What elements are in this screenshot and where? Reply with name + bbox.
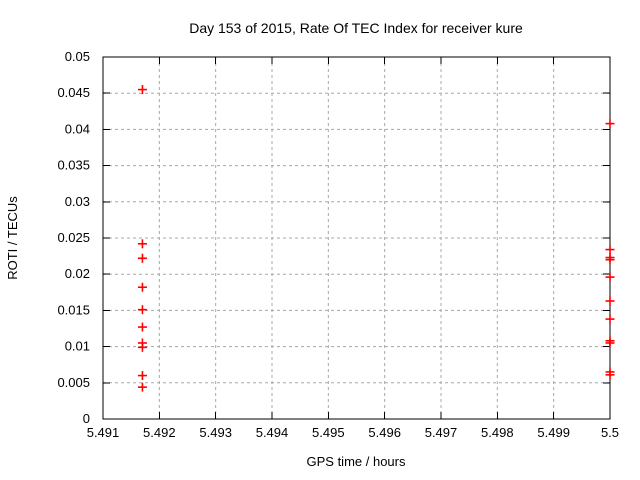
y-tick-label: 0.03 [65,194,90,209]
y-tick-label: 0.035 [57,158,90,173]
y-tick-label: 0.04 [65,121,90,136]
y-tick-label: 0.045 [57,85,90,100]
y-tick-label: 0.05 [65,49,90,64]
y-tick-label: 0.015 [57,302,90,317]
y-axis-label: ROTI / TECUs [5,196,20,280]
y-tick-label: 0.01 [65,339,90,354]
y-tick-label: 0.025 [57,230,90,245]
x-tick-label: 5.498 [481,425,514,440]
x-tick-label: 5.495 [312,425,345,440]
y-tick-label: 0.02 [65,266,90,281]
plot-area: 5.491 5.492 5.493 5.494 5.495 5.496 5.497 5.498… [57,49,619,440]
x-tick-label: 5.5 [601,425,619,440]
x-tick-label: 5.493 [199,425,232,440]
x-tick-label: 5.499 [537,425,570,440]
x-axis-label: GPS time / hours [307,454,406,469]
y-tick-label: 0 [83,411,90,426]
x-tick-label: 5.492 [143,425,176,440]
x-tick-label: 5.496 [368,425,401,440]
y-tick-label: 0.005 [57,375,90,390]
chart-title: Day 153 of 2015, Rate Of TEC Index for r… [189,20,523,36]
x-tick-label: 5.494 [256,425,289,440]
x-tick-label: 5.491 [87,425,120,440]
x-tick-label: 5.497 [425,425,458,440]
